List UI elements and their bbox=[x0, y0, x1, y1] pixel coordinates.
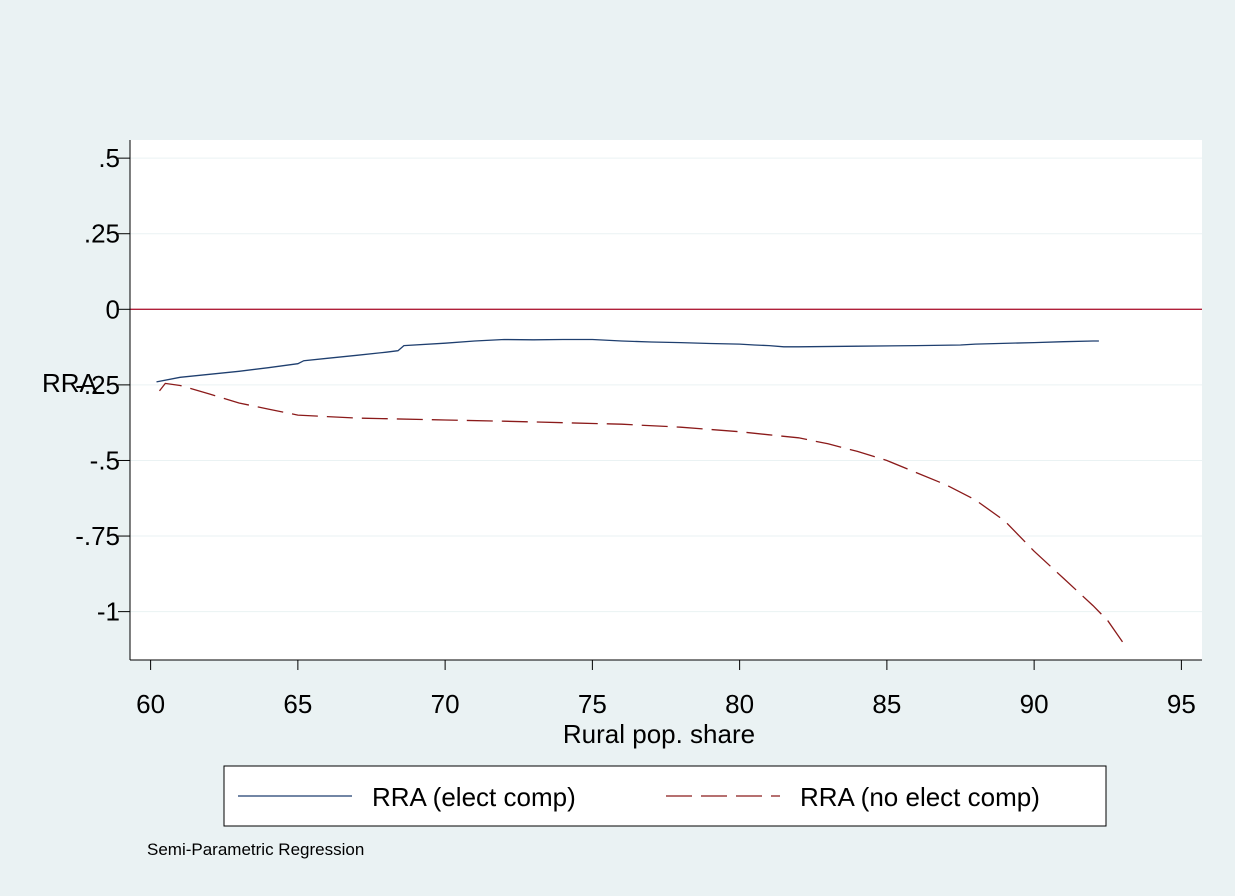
chart-note: Semi-Parametric Regression bbox=[147, 840, 364, 859]
x-tick-label: 60 bbox=[136, 689, 165, 719]
series-line-no-elect-comp bbox=[158, 382, 1124, 643]
x-tick-label: 90 bbox=[1020, 689, 1049, 719]
x-tick-label: 65 bbox=[283, 689, 312, 719]
y-tick-label: -1 bbox=[97, 597, 120, 627]
x-axis-title: Rural pop. share bbox=[563, 719, 755, 749]
series-line-elect-comp bbox=[156, 338, 1099, 383]
x-tick-label: 80 bbox=[725, 689, 754, 719]
y-tick-label: -.5 bbox=[90, 445, 120, 475]
x-tick-label: 75 bbox=[578, 689, 607, 719]
legend: RRA (elect comp) RRA (no elect comp) bbox=[223, 765, 1107, 827]
legend-label-elect-comp: RRA (elect comp) bbox=[372, 782, 576, 812]
x-tick-label: 85 bbox=[872, 689, 901, 719]
plot-area bbox=[130, 140, 1202, 660]
y-tick-label: -.75 bbox=[75, 521, 120, 551]
y-axis-ticks: .5 .25 0 -.25 -.5 -.75 -1 bbox=[75, 143, 130, 627]
y-tick-label: .5 bbox=[98, 143, 120, 173]
y-tick-label: -.25 bbox=[75, 370, 120, 400]
series-layer bbox=[156, 338, 1124, 643]
x-tick-label: 95 bbox=[1167, 689, 1196, 719]
x-axis-ticks: 60 65 70 75 80 85 90 95 bbox=[136, 660, 1196, 719]
y-axis-title: RRA bbox=[42, 368, 98, 398]
y-tick-label: 0 bbox=[106, 294, 120, 324]
x-tick-label: 70 bbox=[431, 689, 460, 719]
legend-label-no-elect-comp: RRA (no elect comp) bbox=[800, 782, 1040, 812]
legend-box bbox=[223, 765, 1107, 827]
y-tick-label: .25 bbox=[84, 219, 120, 249]
